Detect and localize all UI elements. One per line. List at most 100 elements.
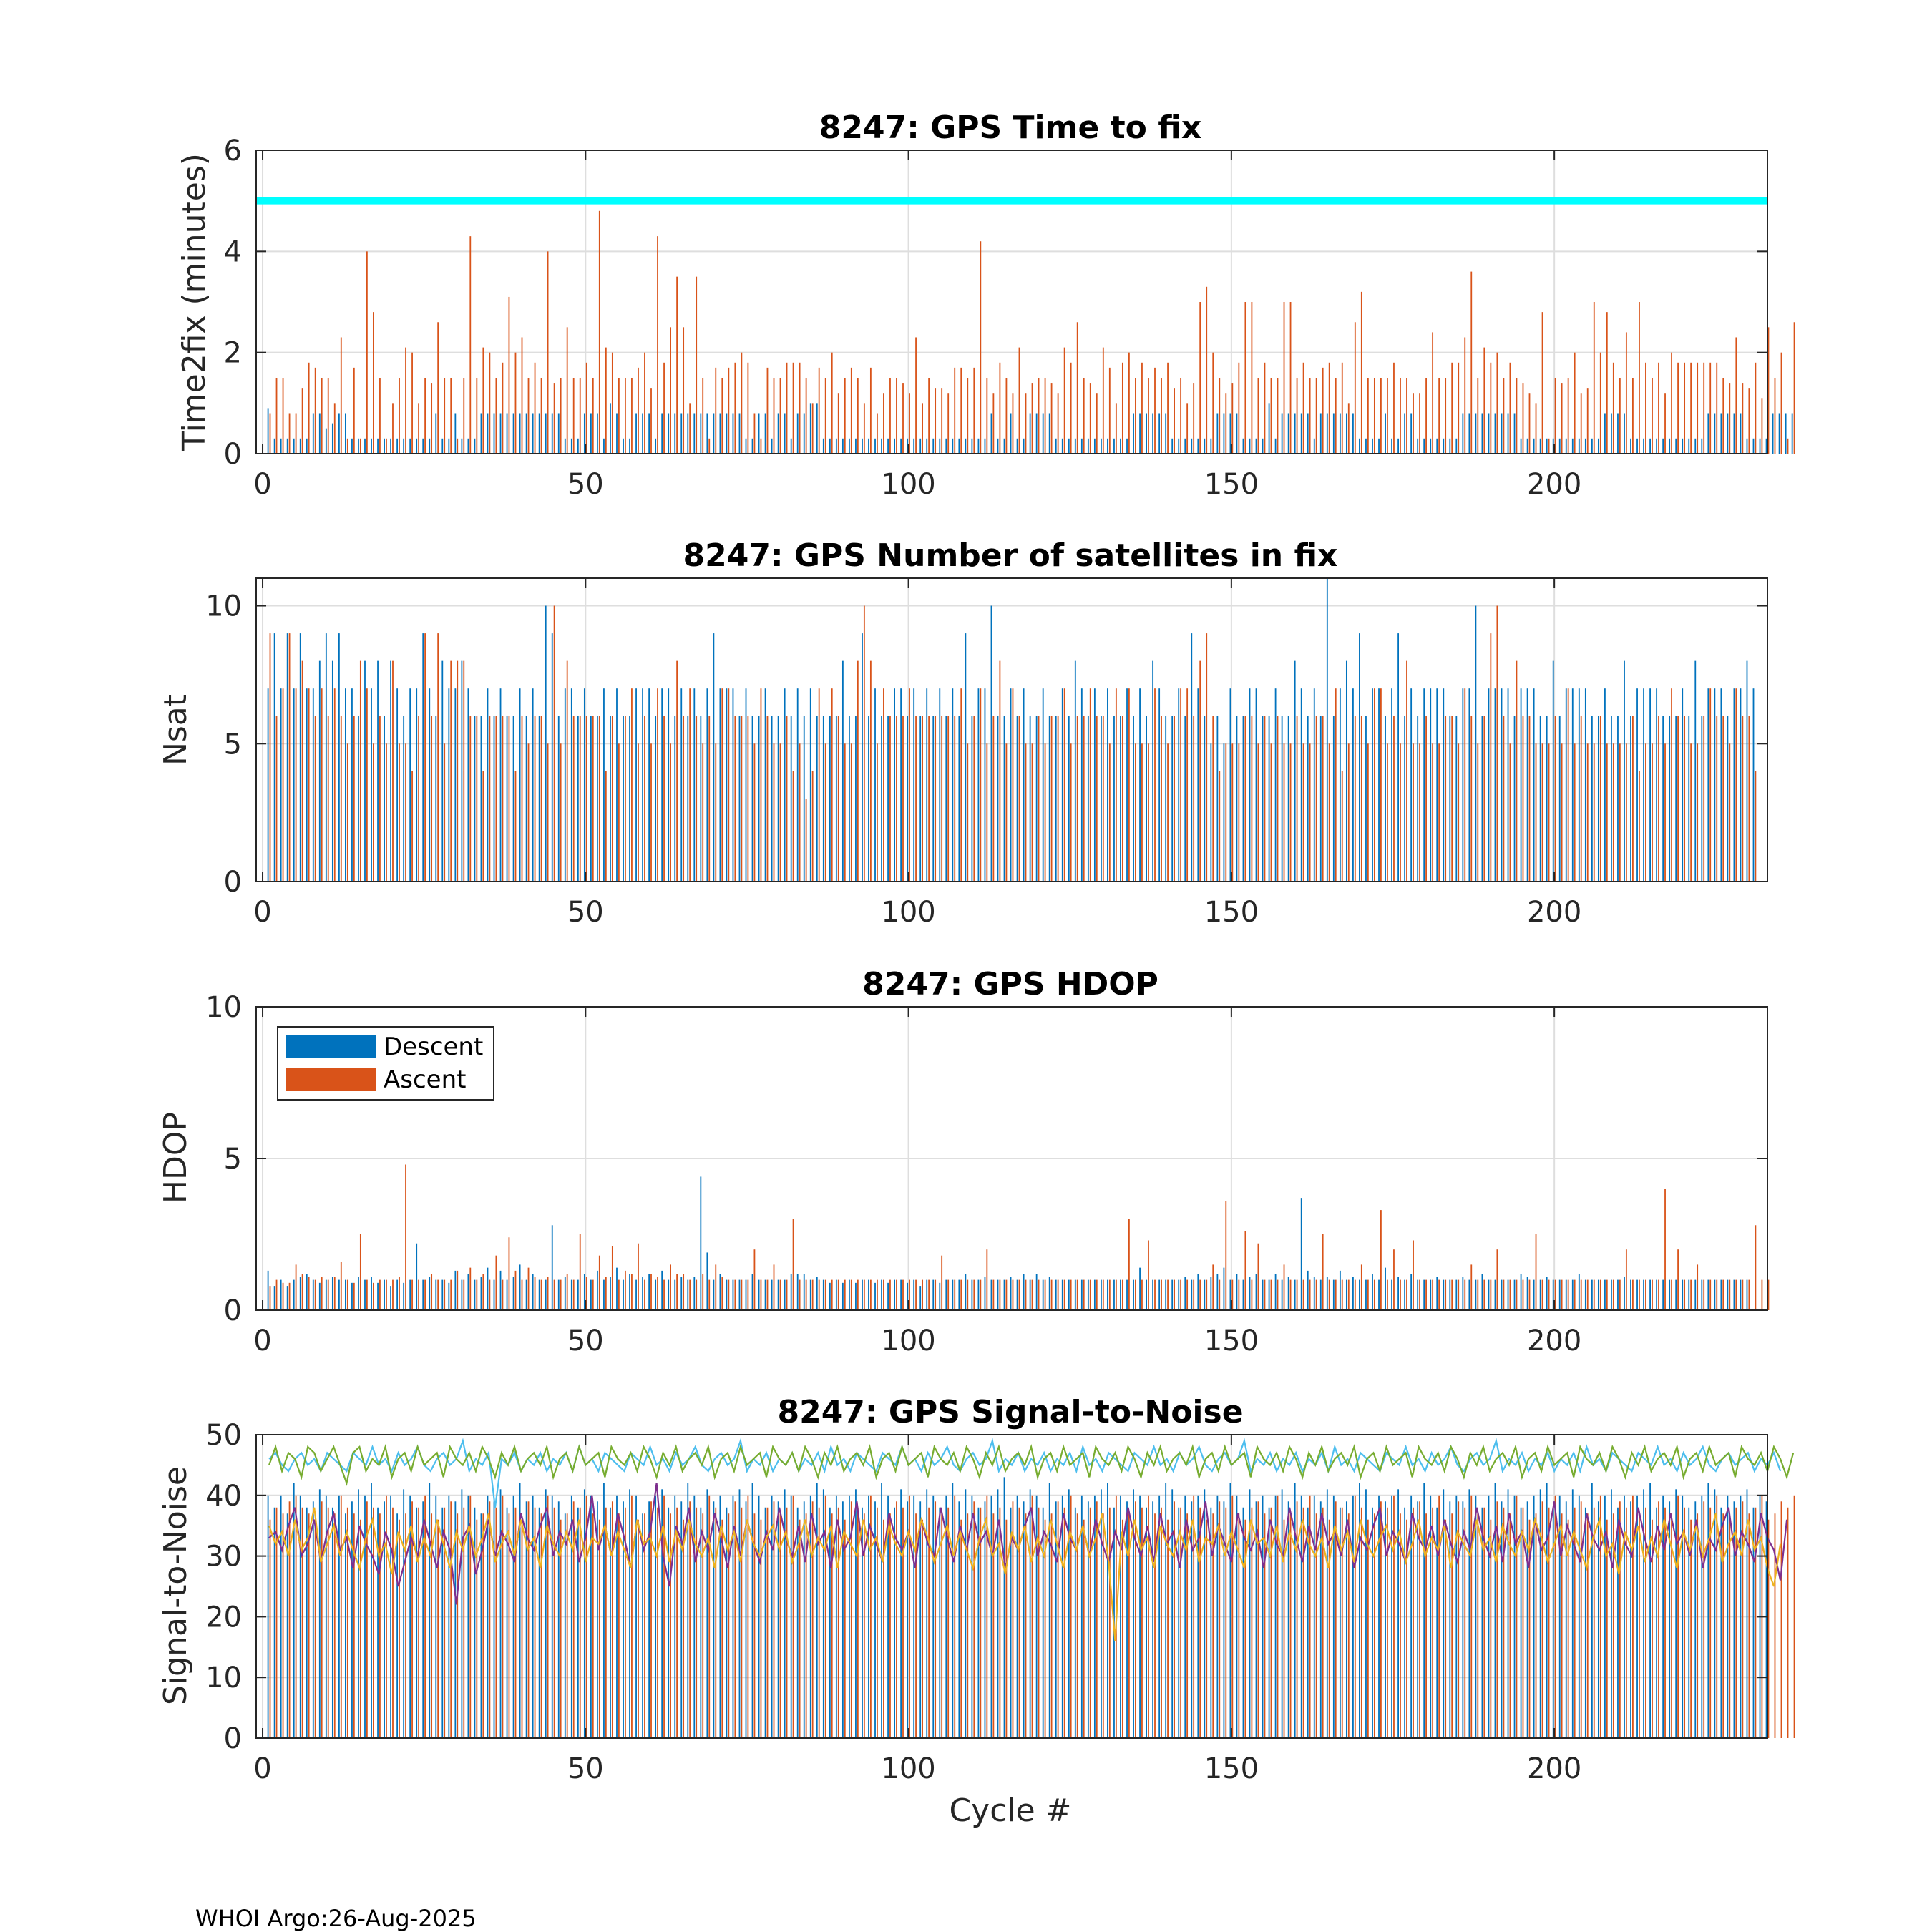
bar-descent	[1720, 1279, 1722, 1310]
bar-descent	[1035, 1274, 1038, 1310]
bar-ascent	[457, 1270, 459, 1310]
bar-ascent	[1277, 1495, 1279, 1738]
bar-ascent	[288, 1282, 291, 1310]
bar-descent	[874, 438, 876, 454]
bar-ascent	[896, 716, 897, 882]
bar-descent	[1249, 438, 1251, 454]
bar-descent	[926, 1279, 928, 1310]
bar-ascent	[1270, 378, 1272, 454]
bar-descent	[1423, 688, 1425, 882]
bar-descent	[1617, 1279, 1619, 1310]
bar-ascent	[308, 688, 310, 882]
bar-ascent	[1005, 1519, 1008, 1738]
bar-ascent	[1148, 1240, 1149, 1310]
bar-ascent	[824, 1495, 826, 1738]
bar-descent	[564, 688, 566, 882]
bar-ascent	[450, 378, 452, 454]
bar-ascent	[1018, 347, 1020, 454]
bar-ascent	[1522, 383, 1524, 454]
bar-descent	[429, 1483, 431, 1738]
bar-ascent	[1522, 1507, 1524, 1738]
bar-ascent	[1219, 1279, 1221, 1310]
bar-descent	[448, 1495, 450, 1738]
bar-descent	[648, 413, 650, 454]
bar-descent	[1501, 1501, 1503, 1738]
series-descent	[267, 1477, 1767, 1738]
bar-ascent	[1044, 743, 1046, 882]
bar-descent	[1101, 1489, 1102, 1738]
bar-descent	[1242, 716, 1244, 882]
bar-ascent	[301, 1274, 303, 1310]
bar-descent	[784, 688, 786, 882]
bar-ascent	[786, 1279, 788, 1310]
bar-ascent	[947, 716, 950, 882]
bar-descent	[900, 688, 902, 882]
bar-descent	[1701, 1279, 1703, 1310]
bar-descent	[318, 413, 321, 454]
bar-descent	[862, 438, 863, 454]
bar-ascent	[1658, 716, 1659, 882]
bar-ascent	[1690, 743, 1692, 882]
bar-ascent	[1076, 716, 1078, 882]
bar-ascent	[902, 383, 904, 454]
bar-ascent	[1309, 743, 1311, 882]
bar-descent	[668, 688, 670, 882]
bar-ascent	[1599, 1279, 1601, 1310]
bar-ascent	[928, 378, 930, 454]
bar-descent	[1669, 438, 1671, 454]
bar-ascent	[1050, 1513, 1053, 1738]
y-tick-label: 2	[224, 337, 242, 370]
bar-ascent	[1677, 716, 1679, 882]
bar-descent	[603, 1483, 605, 1738]
bar-ascent	[1780, 1501, 1782, 1738]
bar-ascent	[1270, 1507, 1272, 1738]
bar-ascent	[1787, 438, 1789, 454]
bar-descent	[1249, 1489, 1251, 1738]
bar-descent	[1126, 438, 1128, 454]
footer-credit: WHOI Argo:26-Aug-2025	[195, 1905, 477, 1932]
bar-ascent	[1038, 1507, 1040, 1738]
bar-ascent	[1477, 378, 1479, 454]
bar-descent	[1287, 1277, 1289, 1310]
bar-ascent	[650, 1274, 652, 1310]
bar-ascent	[1199, 302, 1201, 454]
bar-ascent	[889, 716, 891, 882]
bar-descent	[719, 1274, 721, 1310]
bar-descent	[1210, 1277, 1212, 1310]
bar-descent	[1643, 1489, 1644, 1738]
bar-ascent	[1031, 1279, 1033, 1310]
bar-ascent	[1438, 1495, 1440, 1738]
bar-descent	[616, 1495, 618, 1738]
bar-ascent	[572, 378, 575, 454]
bar-ascent	[379, 1513, 381, 1738]
bar-descent	[777, 413, 779, 454]
bar-descent	[1139, 688, 1141, 882]
bar-ascent	[625, 1507, 626, 1738]
bar-ascent	[1458, 362, 1460, 454]
bar-descent	[700, 1507, 702, 1738]
bar-descent	[1372, 1274, 1373, 1310]
bar-ascent	[805, 1513, 807, 1738]
bar-ascent	[1044, 1279, 1046, 1310]
bar-ascent	[540, 716, 542, 882]
bar-descent	[913, 438, 915, 454]
bar-descent	[1146, 716, 1147, 882]
bar-ascent	[928, 716, 930, 882]
bar-ascent	[1586, 388, 1589, 454]
bar-descent	[312, 413, 314, 454]
bar-ascent	[399, 743, 400, 882]
bar-ascent	[1231, 743, 1234, 882]
bar-descent	[1611, 1489, 1612, 1738]
y-tick-label: 40	[205, 1480, 242, 1513]
bar-ascent	[1096, 393, 1098, 454]
bar-ascent	[373, 743, 374, 882]
bar-ascent	[547, 251, 549, 454]
bar-ascent	[902, 1279, 904, 1310]
bar-descent	[390, 1495, 391, 1738]
bar-ascent	[592, 1513, 594, 1738]
bar-ascent	[1535, 1234, 1537, 1310]
bar-descent	[1733, 1279, 1735, 1310]
bar-descent	[1003, 1477, 1005, 1738]
bar-ascent	[1722, 1513, 1724, 1738]
bar-ascent	[644, 716, 645, 882]
